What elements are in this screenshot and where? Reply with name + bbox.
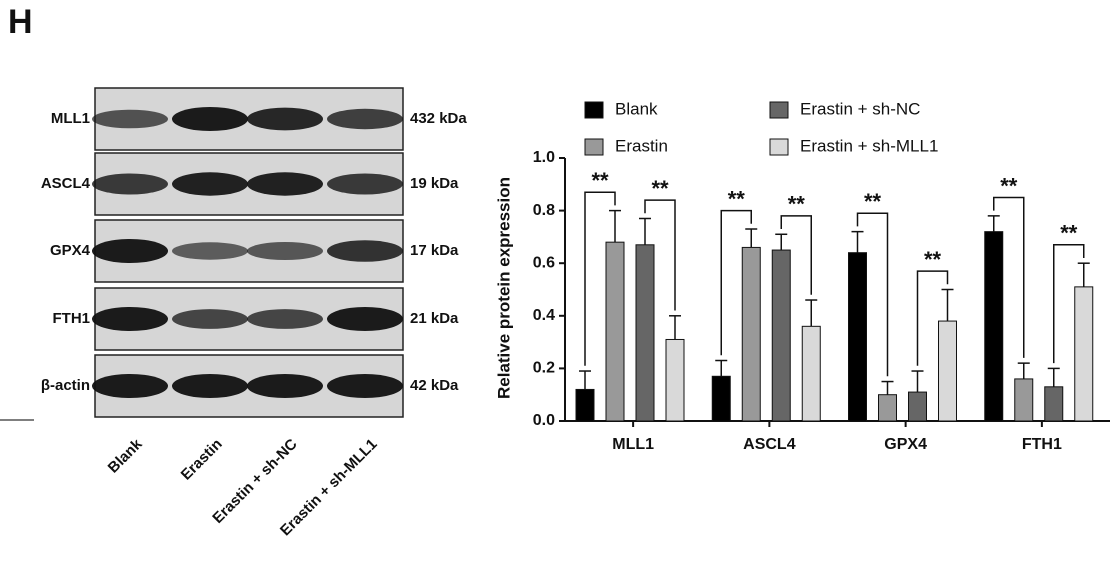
western-blot: MLL1 432 kDa ASCL4 19 kDa GPX4 17 kDa FTH1 21 k… <box>41 87 467 539</box>
x-tick-label: MLL1 <box>612 436 654 453</box>
significance-label: ** <box>1000 173 1018 198</box>
size-label: 432 kDa <box>410 110 467 127</box>
y-tick-label: 0.4 <box>533 307 555 324</box>
x-tick-label: FTH1 <box>1022 436 1062 453</box>
bar <box>1074 286 1094 422</box>
bar-chart: 0.0 0.2 0.4 0.6 0.8 1.0 Relative protein expre… <box>494 99 1110 453</box>
legend-label: Erastin <box>615 136 668 155</box>
bar <box>665 338 685 422</box>
size-label: 42 kDa <box>410 377 459 394</box>
band <box>327 374 403 398</box>
significance-bracket <box>720 209 752 356</box>
band <box>247 172 323 196</box>
band <box>327 108 403 130</box>
significance-bracket <box>644 199 676 311</box>
bar <box>605 241 625 422</box>
legend-swatch <box>584 101 604 119</box>
panel-label: H <box>8 3 33 41</box>
bar <box>878 394 897 422</box>
band <box>172 309 248 329</box>
y-tick-label: 1.0 <box>533 149 555 166</box>
legend-label: Erastin + sh-NC <box>800 99 920 118</box>
bar <box>908 391 927 422</box>
significance-bracket <box>584 191 616 366</box>
bar <box>635 244 655 422</box>
protein-label: GPX4 <box>50 242 91 259</box>
x-tick-label: GPX4 <box>884 436 927 453</box>
significance-label: ** <box>924 247 942 272</box>
size-label: 17 kDa <box>410 242 459 259</box>
band <box>247 107 323 131</box>
y-tick-label: 0.6 <box>533 254 555 271</box>
significance-label: ** <box>728 186 746 211</box>
bar <box>771 249 791 422</box>
band <box>172 242 248 260</box>
protein-label: MLL1 <box>51 110 90 127</box>
band <box>172 374 248 398</box>
significance-bracket <box>916 270 949 366</box>
bar <box>984 231 1004 422</box>
band <box>172 172 248 196</box>
significance-label: ** <box>788 192 806 217</box>
protein-label: ASCL4 <box>41 175 91 192</box>
band <box>92 109 168 129</box>
size-label: 19 kDa <box>410 175 459 192</box>
y-tick-label: 0.0 <box>533 412 555 429</box>
y-tick-label: 0.2 <box>533 360 555 377</box>
legend-swatch <box>769 138 789 156</box>
lane-label: Blank <box>105 435 146 476</box>
legend-label: Blank <box>615 99 658 118</box>
protein-label: FTH1 <box>53 310 91 327</box>
significance-bracket <box>856 212 889 377</box>
bar <box>801 325 821 422</box>
y-tick-label: 0.8 <box>533 202 555 219</box>
significance-bracket <box>993 196 1025 358</box>
significance-label: ** <box>1060 221 1078 246</box>
significance-label: ** <box>864 189 882 214</box>
band <box>92 307 168 331</box>
legend-swatch <box>769 101 789 119</box>
protein-label: β-actin <box>41 377 90 394</box>
bar <box>711 375 731 422</box>
band <box>327 173 403 195</box>
band <box>247 309 323 329</box>
band <box>247 374 323 398</box>
lane-label: Erastin <box>178 436 226 484</box>
y-axis-label: Relative protein expression <box>494 177 513 399</box>
band <box>92 374 168 398</box>
significance-bracket <box>1053 244 1085 364</box>
band <box>92 173 168 195</box>
size-label: 21 kDa <box>410 310 459 327</box>
legend-swatch <box>584 138 604 156</box>
band <box>327 307 403 331</box>
legend-label: Erastin + sh-MLL1 <box>800 136 938 155</box>
significance-bracket <box>780 215 812 295</box>
bar <box>1014 378 1034 422</box>
bar <box>938 320 957 422</box>
bar <box>848 252 867 422</box>
significance-label: ** <box>591 168 609 193</box>
band <box>327 240 403 262</box>
bar <box>741 246 761 422</box>
bar <box>1044 386 1064 422</box>
bar <box>575 388 595 422</box>
significance-label: ** <box>651 176 669 201</box>
band <box>247 242 323 260</box>
band <box>92 239 168 263</box>
band <box>172 107 248 131</box>
x-tick-label: ASCL4 <box>743 436 796 453</box>
